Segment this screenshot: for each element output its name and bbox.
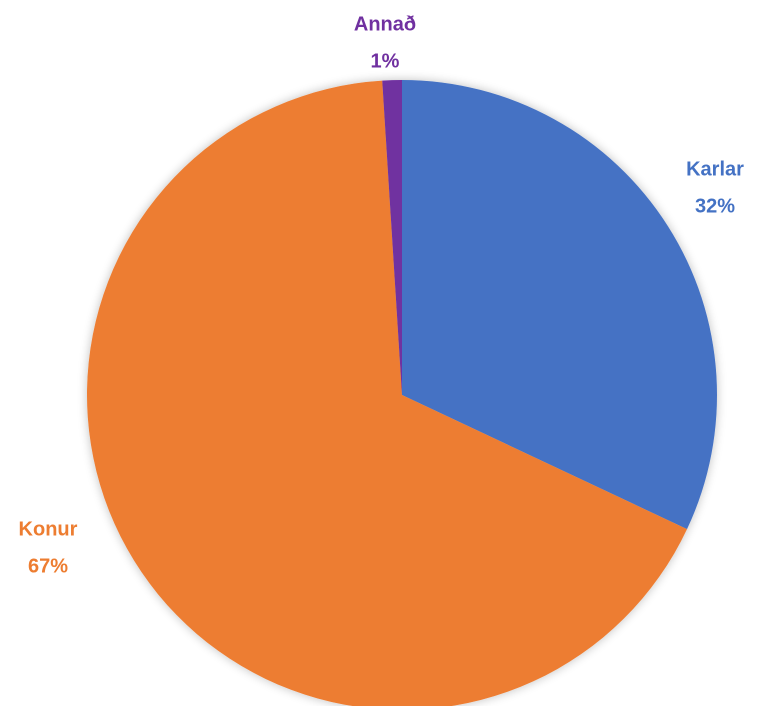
pie-slice <box>402 80 717 530</box>
slice-label: Annað <box>354 13 416 35</box>
slice-label: Karlar <box>686 158 744 180</box>
pie-slice <box>382 80 402 395</box>
pie <box>87 80 717 706</box>
slice-value-label: 67% <box>28 555 68 577</box>
slice-value-label: 32% <box>695 195 735 217</box>
slice-value-label: 1% <box>371 50 400 72</box>
slice-label: Konur <box>19 518 78 540</box>
pie-slice <box>87 80 688 706</box>
